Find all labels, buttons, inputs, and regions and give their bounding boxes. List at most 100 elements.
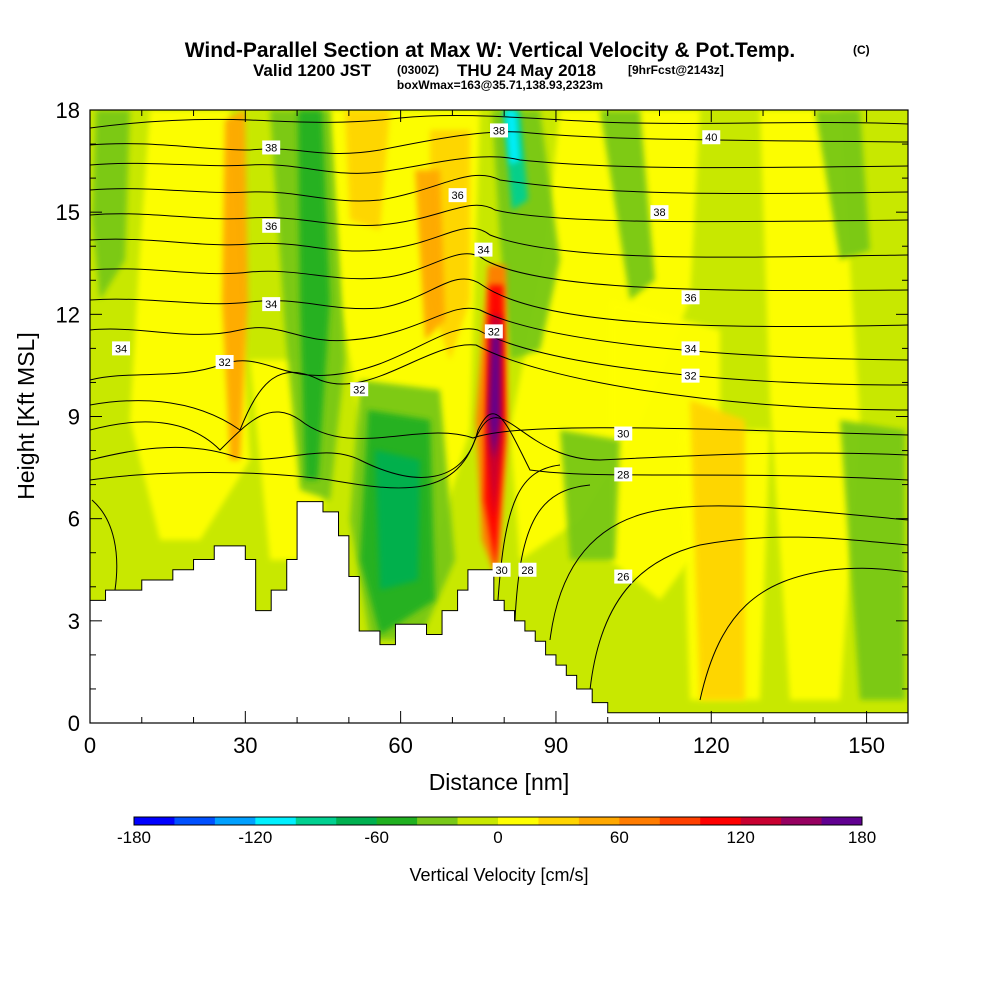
contour-label: 38	[653, 207, 665, 219]
y-tick-label: 0	[68, 711, 80, 736]
velocity-band	[92, 110, 130, 300]
colorbar-swatch	[619, 817, 661, 825]
colorbar	[133, 816, 863, 826]
colorbar-swatch	[821, 817, 863, 825]
x-tick-label: 150	[848, 733, 885, 758]
theta-contour	[90, 328, 908, 386]
theta-contour	[589, 536, 908, 691]
velocity-band	[815, 110, 870, 260]
theta-contour	[90, 344, 908, 431]
contour-label-box	[448, 188, 467, 203]
colorbar-swatch	[134, 817, 175, 825]
velocity-field	[92, 110, 905, 700]
colorbar-label: Vertical Velocity [cm/s]	[409, 865, 588, 885]
theta-contour	[90, 204, 908, 226]
contour-label-box	[262, 218, 281, 233]
contour-label-box	[681, 290, 700, 305]
valid-prefix: Valid 1200 JST	[253, 61, 372, 80]
contour-label-box	[614, 426, 633, 441]
colorbar-swatch	[417, 817, 459, 825]
contour-label: 28	[521, 565, 533, 577]
contour-label-box	[350, 382, 369, 397]
contour-label: 32	[218, 357, 230, 369]
theta-contour	[549, 505, 908, 641]
contour-label: 32	[488, 326, 500, 338]
colorbar-swatch	[578, 817, 620, 825]
colorbar-swatch	[538, 817, 580, 825]
theta-contour	[90, 417, 908, 478]
velocity-band	[130, 110, 250, 540]
contour-label-box	[474, 242, 493, 257]
theta-contour	[90, 114, 908, 129]
contour-label-box	[614, 569, 633, 584]
contour-label: 32	[684, 371, 696, 383]
colorbar-swatch	[255, 817, 297, 825]
contour-label: 34	[265, 299, 277, 311]
y-tick-label: 12	[56, 302, 80, 327]
contour-label-box	[262, 297, 281, 312]
contour-label-box	[518, 562, 537, 577]
theta-contour	[90, 227, 908, 258]
contour-label-box	[484, 324, 503, 339]
copyright-mark: (C)	[853, 43, 870, 57]
y-tick-label: 6	[68, 507, 80, 532]
theta-contour	[90, 413, 908, 489]
theta-contour	[514, 484, 591, 621]
velocity-band	[600, 110, 655, 300]
x-axis-label: Distance [nm]	[429, 769, 570, 795]
contour-label: 26	[617, 572, 629, 584]
contour-label-box	[492, 562, 511, 577]
y-tick-label: 3	[68, 609, 80, 634]
contour-label-box	[614, 467, 633, 482]
chart-title: Wind-Parallel Section at Max W: Vertical…	[185, 39, 796, 62]
colorbar-swatch	[781, 817, 823, 825]
contour-label-box	[681, 341, 700, 356]
plot-area: 34 32 38 36 34 32 36 34 32 38 40 38 36 34 32 30 28 26 30 28	[90, 110, 908, 723]
colorbar-ticks: -180 -120 -60 0 60 120 180	[117, 828, 876, 847]
box-info: boxWmax=163@35.71,138.93,2323m	[397, 78, 603, 92]
forecast-info: [9hrFcst@2143z]	[628, 63, 724, 77]
y-axis-label: Height [Kft MSL]	[13, 332, 39, 499]
theta-contour	[90, 156, 908, 174]
colorbar-swatch	[376, 817, 418, 825]
contour-label-box	[702, 130, 721, 145]
contour-label: 34	[115, 343, 127, 355]
contour-label-box	[112, 341, 131, 356]
colorbar-tick-label: -120	[238, 828, 272, 847]
velocity-band	[505, 110, 520, 165]
contour-label: 38	[493, 125, 505, 137]
colorbar-swatch	[700, 817, 742, 825]
x-tick-labels: 0 30 60 90 120 150	[84, 733, 885, 758]
velocity-band	[375, 450, 420, 590]
contour-label: 36	[451, 190, 463, 202]
theta-contour	[90, 278, 908, 328]
colorbar-frame	[133, 816, 863, 826]
velocity-band	[489, 335, 500, 460]
valid-utc: (0300Z)	[397, 63, 439, 77]
velocity-band	[222, 110, 248, 460]
axis-ticks	[89, 109, 908, 724]
valid-date: THU 24 May 2018	[457, 61, 596, 80]
velocity-band	[840, 420, 905, 700]
colorbar-tick-label: 120	[726, 828, 754, 847]
contour-label-box	[215, 355, 234, 370]
contour-label: 34	[477, 245, 489, 257]
colorbar-swatch	[457, 817, 499, 825]
theta-contour-labels: 34 32 38 36 34 32 36 34 32 38 40 38 36 34 32 30 28 26 30 28	[112, 123, 721, 584]
colorbar-tick-label: -180	[117, 828, 151, 847]
contour-label: 36	[265, 221, 277, 233]
x-tick-label: 0	[84, 733, 96, 758]
colorbar-swatch	[659, 817, 701, 825]
velocity-band	[415, 170, 445, 340]
contour-label: 30	[617, 429, 629, 441]
colorbar-swatch	[740, 817, 782, 825]
theta-contour	[90, 411, 908, 451]
contour-label: 28	[617, 469, 629, 481]
theta-contour	[90, 131, 908, 155]
y-tick-label: 18	[56, 98, 80, 123]
velocity-band	[510, 110, 700, 560]
contour-label: 36	[684, 292, 696, 304]
x-tick-label: 120	[693, 733, 730, 758]
theta-contour	[699, 567, 908, 701]
x-tick-label: 60	[388, 733, 412, 758]
